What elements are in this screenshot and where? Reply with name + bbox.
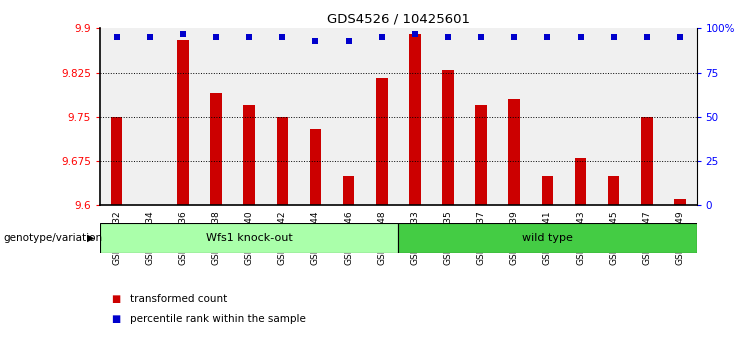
- Title: GDS4526 / 10425601: GDS4526 / 10425601: [327, 13, 470, 26]
- Bar: [575, 158, 586, 205]
- Text: ■: ■: [111, 294, 120, 304]
- Text: wild type: wild type: [522, 233, 573, 243]
- Bar: [210, 93, 222, 205]
- Bar: [177, 40, 189, 205]
- Bar: [608, 176, 619, 205]
- Bar: [498, 28, 531, 205]
- Bar: [332, 28, 365, 205]
- Bar: [465, 28, 498, 205]
- Bar: [111, 117, 122, 205]
- Bar: [365, 28, 399, 205]
- Bar: [431, 28, 465, 205]
- Bar: [399, 28, 431, 205]
- Bar: [399, 223, 697, 253]
- Bar: [674, 199, 685, 205]
- Bar: [310, 129, 322, 205]
- Bar: [276, 117, 288, 205]
- Text: ■: ■: [111, 314, 120, 324]
- Bar: [564, 28, 597, 205]
- Bar: [475, 105, 487, 205]
- Bar: [663, 28, 697, 205]
- Bar: [233, 28, 266, 205]
- Bar: [343, 176, 354, 205]
- Bar: [531, 28, 564, 205]
- Bar: [100, 223, 399, 253]
- Bar: [597, 28, 631, 205]
- Bar: [409, 34, 421, 205]
- Bar: [508, 99, 520, 205]
- Bar: [631, 28, 663, 205]
- Text: Wfs1 knock-out: Wfs1 knock-out: [206, 233, 293, 243]
- Bar: [199, 28, 233, 205]
- Bar: [166, 28, 199, 205]
- Bar: [299, 28, 332, 205]
- Text: genotype/variation: genotype/variation: [4, 233, 103, 243]
- Text: percentile rank within the sample: percentile rank within the sample: [130, 314, 305, 324]
- Bar: [243, 105, 255, 205]
- Text: transformed count: transformed count: [130, 294, 227, 304]
- Bar: [442, 70, 453, 205]
- Bar: [100, 28, 133, 205]
- Bar: [542, 176, 554, 205]
- Bar: [641, 117, 653, 205]
- Bar: [376, 79, 388, 205]
- Text: ▶: ▶: [87, 233, 95, 243]
- Bar: [133, 28, 166, 205]
- Bar: [266, 28, 299, 205]
